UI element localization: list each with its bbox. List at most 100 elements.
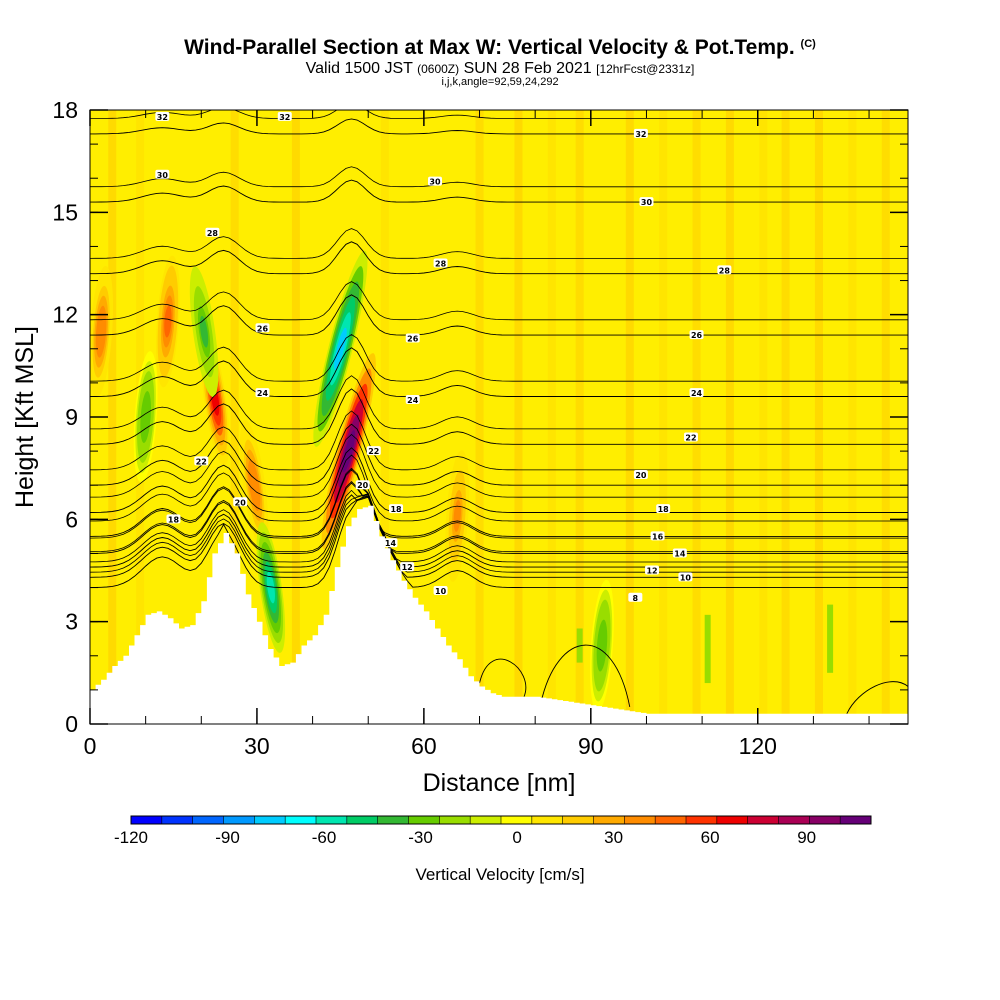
contour-label: 26 [691,331,703,340]
contour-label-bg [233,497,248,507]
chart-title: Wind-Parallel Section at Max W: Vertical… [184,36,816,59]
contour-label: 22 [685,433,696,442]
velocity-streak [380,110,389,724]
velocity-band [598,629,606,662]
contour-label-bg [383,538,398,548]
theta-line [90,467,908,537]
theta-line [90,495,908,578]
theta-line [90,447,908,513]
contour-label-bg [405,333,420,343]
theta-line [90,118,908,135]
velocity-streak [814,110,823,724]
velocity-band [199,315,209,348]
contour-label: 18 [658,505,670,514]
contour-label: 12 [402,563,413,572]
contour-label: 32 [279,113,290,122]
colorbar-title: Vertical Velocity [cm/s] [415,865,584,884]
colorbar-swatch [562,816,594,824]
contour-label-bg [355,480,370,490]
contour-label: 32 [635,130,646,139]
theta-line [90,388,908,445]
contour-label-bg [205,227,220,237]
plot-area: 8 10 10 12 12 14 14 16 18 18 18 20 20 20 22 22 22 24 24 24 2… [90,110,908,724]
y-tick-label: 12 [52,302,78,328]
contour-label-bg [433,585,448,595]
colorbar-swatch [161,816,194,824]
contour-label-bg [400,562,415,572]
updraft-cell [445,450,470,582]
colorbar-swatch [686,816,718,824]
contour-label: 20 [235,498,247,507]
theta-line [90,347,908,397]
contour-label: 10 [435,587,447,596]
chart-subtitle: Valid 1500 JST (0600Z) SUN 28 Feb 2021 [… [305,60,695,77]
x-axis-label: Distance [nm] [423,769,576,797]
contour-label: 24 [257,389,269,398]
contour-label: 14 [385,539,397,548]
velocity-streak [692,110,701,724]
velocity-streak [514,110,523,724]
downdraft-cell [313,250,368,447]
theta-line-odd [90,493,908,573]
theta-contours [90,110,908,714]
velocity-cells [90,250,614,712]
contour-labels: 8 10 10 12 12 14 14 16 18 18 18 20 20 20 22 22 22 24 24 24 2… [155,111,732,603]
contour-label: 26 [407,335,419,344]
theta-line-odd [90,433,908,498]
velocity-streak [625,110,634,724]
contour-label-bg [656,504,671,514]
theta-line-odd [90,228,908,259]
velocity-band [334,327,347,370]
colorbar-swatch [131,816,163,824]
colorbar-tick-label: 30 [604,828,623,847]
theta-line-low [479,658,527,697]
theta-line [90,294,908,336]
velocity-band [164,305,172,338]
theta-line [90,494,908,568]
colorbar-tick-label: -60 [312,828,337,847]
contour-label: 14 [674,549,686,558]
colorbar-swatch [624,816,656,824]
theta-line [90,241,908,275]
x-tick-label: 120 [739,733,777,759]
contour-label-bg [650,531,665,541]
terrain [90,505,908,724]
contour-label: 8 [633,594,639,603]
contour-label: 24 [407,396,419,405]
theta-line [90,482,908,554]
theta-line [90,496,908,589]
velocity-streak [759,110,768,724]
contour-label: 28 [207,229,219,238]
contour-label-bg [689,388,704,398]
colorbar-swatch [716,816,749,824]
x-tick-label: 30 [244,733,270,759]
theta-line-odd [90,375,908,430]
contour-label-bg [628,592,643,602]
contour-label: 16 [652,532,664,541]
theta-line-low [846,681,908,714]
colorbar-swatch [809,816,841,824]
velocity-band [141,401,150,433]
velocity-streak [575,110,584,724]
velocity-streak [291,110,300,724]
theta-line [90,423,908,486]
downdraft-cell [590,579,614,712]
colorbar-tick-label: -90 [215,828,240,847]
contour-label: 20 [635,471,647,480]
x-tick-label: 90 [578,733,604,759]
velocity-band [250,469,259,502]
contour-label: 22 [196,457,207,466]
contour-label: 24 [691,389,703,398]
axes: 0 30 60 90 120 0 3 6 9 12 15 18 [52,97,908,759]
contour-label-bg [155,169,170,179]
colorbar-swatch [778,816,810,824]
theta-line-odd [90,110,908,119]
theta-line-odd [90,469,908,539]
theta-line-odd [90,281,908,321]
colorbar-swatch [593,816,625,824]
velocity-band [97,315,105,348]
x-tick-label: 0 [84,733,97,759]
downdraft-cell [133,351,158,483]
colorbar-swatch [346,816,379,824]
